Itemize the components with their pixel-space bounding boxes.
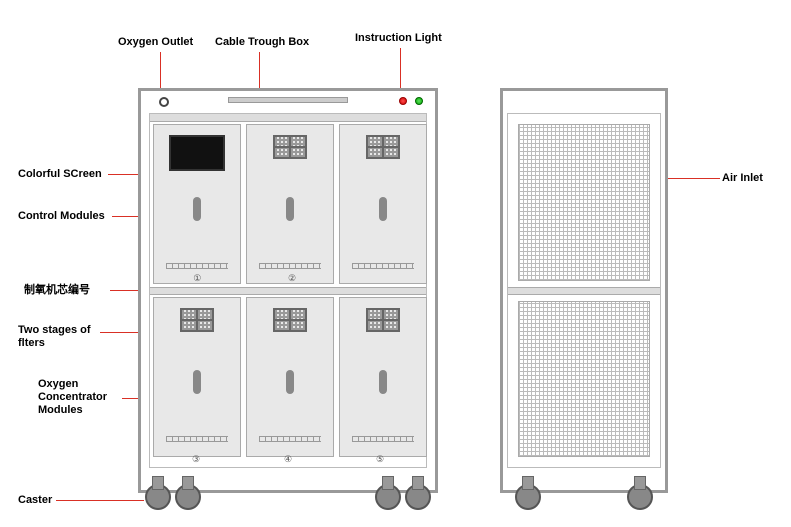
module-number: ①: [193, 273, 201, 284]
side-cabinet: [500, 88, 668, 493]
label-oxygen-outlet: Oxygen Outlet: [118, 36, 193, 49]
label-control-modules: Control Modules: [18, 210, 105, 223]
module-handle-icon: [193, 197, 201, 221]
cable-trough-slot: [228, 97, 348, 103]
label-instruction-light: Instruction Light: [355, 32, 442, 45]
air-inlet-grille: [518, 124, 650, 281]
label-colorful-screen: Colorful SCreen: [18, 168, 102, 181]
oxygen-module: [246, 297, 334, 457]
oxygen-module: [153, 297, 241, 457]
module-vent: [259, 263, 321, 269]
module-vent: [166, 436, 228, 442]
module-handle-icon: [286, 370, 294, 394]
filter-icon: [180, 308, 214, 332]
side-shelf-mid: [508, 287, 660, 295]
label-cable-trough: Cable Trough Box: [215, 36, 309, 49]
module-number: ⑤: [376, 454, 384, 465]
module-number: ③: [192, 454, 200, 465]
led-red-icon: [399, 97, 407, 105]
module-handle-icon: [379, 197, 387, 221]
module-vent: [166, 263, 228, 269]
shelf-mid: [150, 287, 426, 295]
module-handle-icon: [379, 370, 387, 394]
module-number-row-bottom: ③ ④ ⑤: [150, 453, 426, 465]
caster-icon: [515, 484, 541, 510]
module-vent: [259, 436, 321, 442]
module-number: ②: [288, 273, 296, 284]
shelf-top: [150, 114, 426, 122]
module-vent: [352, 263, 414, 269]
colorful-screen-icon: [169, 135, 225, 171]
filter-icon: [366, 308, 400, 332]
label-caster: Caster: [18, 494, 52, 507]
filter-icon: [273, 135, 307, 159]
air-inlet-grille: [518, 301, 650, 458]
oxygen-module: [339, 124, 427, 284]
side-inner-frame: [507, 113, 661, 468]
label-two-stage-filters: Two stages of flters: [18, 324, 91, 350]
filter-icon: [273, 308, 307, 332]
control-module: [153, 124, 241, 284]
caster-icon: [405, 484, 431, 510]
front-cabinet: ① ② ③ ④ ⑤: [138, 88, 438, 493]
front-inner-frame: ① ② ③ ④ ⑤: [149, 113, 427, 468]
caster-icon: [627, 484, 653, 510]
oxygen-module: [339, 297, 427, 457]
module-handle-icon: [193, 370, 201, 394]
led-green-icon: [415, 97, 423, 105]
oxygen-module: [246, 124, 334, 284]
module-number: ④: [284, 454, 292, 465]
filter-icon: [366, 135, 400, 159]
label-core-number: 制氧机芯编号: [24, 284, 90, 297]
caster-icon: [375, 484, 401, 510]
module-handle-icon: [286, 197, 294, 221]
module-number-row-top: ① ②: [150, 273, 426, 285]
label-oxygen-concentrator: Oxygen Concentrator Modules: [38, 378, 107, 418]
caster-icon: [175, 484, 201, 510]
leader-caster: [56, 500, 144, 501]
oxygen-outlet-port: [159, 97, 169, 107]
module-vent: [352, 436, 414, 442]
caster-icon: [145, 484, 171, 510]
label-air-inlet: Air Inlet: [722, 172, 763, 185]
